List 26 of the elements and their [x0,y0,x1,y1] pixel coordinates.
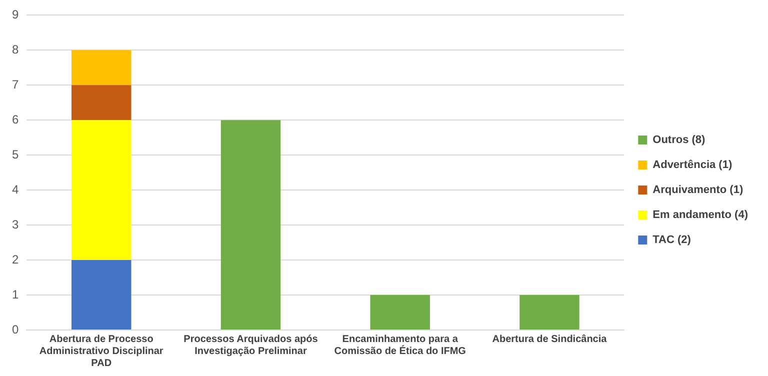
bar [71,50,132,86]
bar [220,120,281,330]
bar [71,85,132,120]
y-tick-label: 5 [12,147,19,162]
y-tick-label: 7 [12,77,19,92]
y-tick-label: 6 [12,112,19,126]
y-tick-label: 8 [12,42,19,56]
y-tick-label: 1 [12,287,19,302]
x-tick-label: Abertura de Sindicância [492,334,608,345]
legend-label: TAC (2) [652,234,692,246]
legend-label: Arquivamento (1) [652,184,744,196]
bar [370,295,430,330]
bar [520,295,580,330]
bar [71,260,132,330]
bar [71,120,132,260]
legend-label: Outros (8) [652,134,706,146]
x-tick-label: Processos Arquivados após Investigação Preliminar [184,334,318,357]
y-tick-label: 4 [12,182,19,196]
y-tick-label: 0 [12,322,19,336]
x-tick-label: Abertura de Processo Administrativo Disciplinar PAD [39,334,164,369]
legend-label: Advertência (1) [652,159,732,172]
y-tick-label: 2 [12,252,19,266]
legend-label: Em andamento (4) [652,209,748,222]
y-tick-label: 9 [12,8,19,22]
x-tick-label: Encaminhamento para a Comissão de Ética do IFMG [334,334,466,357]
y-tick-label: 3 [12,217,19,232]
